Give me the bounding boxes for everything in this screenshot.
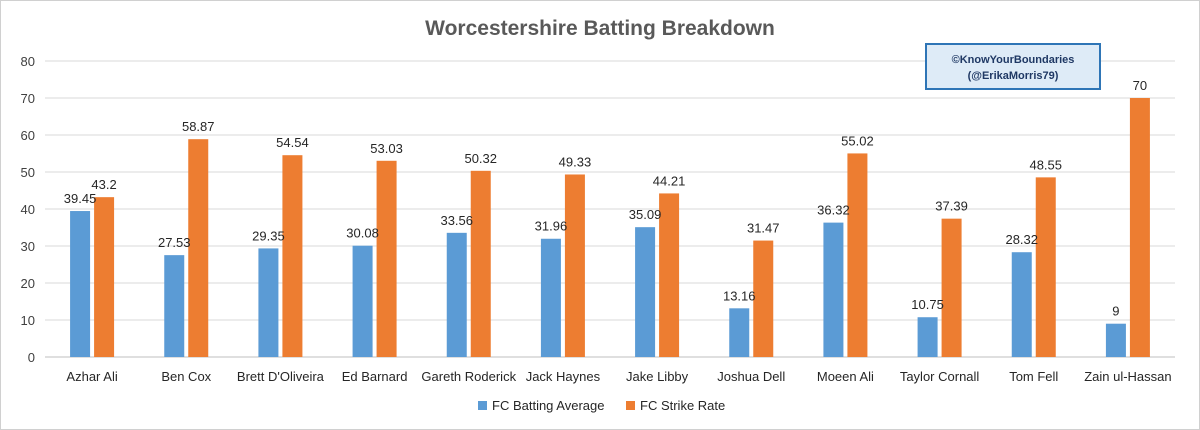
bar-batting-average [352,245,373,357]
data-label-batting-average: 33.56 [440,213,473,228]
x-axis: Azhar Ali Ben Cox Brett D'Oliveira Ed Barna… [66,369,1171,384]
bar-strike-rate [282,155,303,357]
credit-box [925,43,1101,90]
bar-batting-average [164,255,185,357]
data-label-batting-average: 9 [1112,304,1119,319]
x-tick-label: Ed Barnard [342,369,408,384]
y-tick-label: 20 [21,276,35,291]
bar-batting-average [1105,323,1126,357]
credit-line-2: (@ErikaMorris79) [968,70,1059,82]
data-label-strike-rate: 54.54 [276,135,309,150]
data-label-batting-average: 30.08 [346,226,379,241]
y-tick-label: 80 [21,54,35,69]
data-label-strike-rate: 53.03 [370,141,403,156]
bar-strike-rate [753,240,774,357]
data-label-strike-rate: 70 [1133,78,1147,93]
data-label-strike-rate: 44.21 [653,173,686,188]
data-label-batting-average: 36.32 [817,203,850,218]
y-tick-label: 0 [28,350,35,365]
bar-strike-rate [94,197,115,357]
data-label-strike-rate: 50.32 [464,151,497,166]
x-tick-label: Moeen Ali [817,369,874,384]
x-tick-label: Zain ul-Hassan [1084,369,1171,384]
data-label-strike-rate: 58.87 [182,119,215,134]
bar-batting-average [823,222,844,357]
bar-strike-rate [376,160,397,357]
bar-strike-rate [941,218,962,357]
bar-batting-average [917,317,938,357]
legend: FC Batting Average FC Strike Rate [478,398,725,413]
credit-line-1: ©KnowYourBoundaries [952,54,1075,66]
data-label-strike-rate: 37.39 [935,199,968,214]
legend-label-strike-rate: FC Strike Rate [640,398,725,413]
x-tick-label: Joshua Dell [717,369,785,384]
bar-strike-rate [470,170,491,357]
bar-strike-rate [188,139,209,357]
y-tick-label: 60 [21,128,35,143]
legend-swatch-batting-average [478,401,487,410]
x-tick-label: Azhar Ali [66,369,117,384]
bar-strike-rate [1129,98,1150,357]
data-label-batting-average: 29.35 [252,228,285,243]
legend-swatch-strike-rate [626,401,635,410]
data-label-batting-average: 10.75 [911,297,944,312]
bars [70,98,1150,357]
bar-strike-rate [1035,177,1056,357]
data-label-strike-rate: 49.33 [559,154,592,169]
x-tick-label: Tom Fell [1009,369,1058,384]
y-tick-label: 40 [21,202,35,217]
data-label-strike-rate: 55.02 [841,133,874,148]
data-label-batting-average: 13.16 [723,288,756,303]
data-label-batting-average: 35.09 [629,207,662,222]
bar-batting-average [540,238,561,357]
chart-title: Worcestershire Batting Breakdown [425,17,775,40]
x-tick-label: Gareth Roderick [421,369,516,384]
data-label-batting-average: 39.45 [64,191,97,206]
x-tick-label: Taylor Cornall [900,369,980,384]
gridlines [45,60,1175,358]
y-tick-label: 50 [21,165,35,180]
x-tick-label: Jack Haynes [526,369,601,384]
data-label-batting-average: 28.32 [1005,232,1038,247]
x-tick-label: Brett D'Oliveira [237,369,325,384]
data-label-batting-average: 31.96 [535,219,568,234]
x-tick-label: Jake Libby [626,369,689,384]
bar-strike-rate [564,174,585,357]
data-label-strike-rate: 48.55 [1029,157,1062,172]
data-label-strike-rate: 31.47 [747,221,780,236]
bar-batting-average [70,211,91,357]
credit-annotation: ©KnowYourBoundaries (@ErikaMorris79) [925,43,1101,90]
legend-label-batting-average: FC Batting Average [492,398,605,413]
data-label-batting-average: 27.53 [158,235,191,250]
bar-strike-rate [659,193,680,357]
y-axis: 0 10 20 30 40 50 60 70 80 [21,54,35,365]
bar-batting-average [635,227,656,357]
y-tick-label: 30 [21,239,35,254]
bar-batting-average [1011,252,1032,357]
bar-batting-average [258,248,279,357]
bar-batting-average [729,308,750,357]
y-tick-label: 70 [21,91,35,106]
data-label-strike-rate: 43.2 [91,177,116,192]
y-tick-label: 10 [21,313,35,328]
bar-batting-average [446,232,467,357]
bar-strike-rate [847,153,868,357]
x-tick-label: Ben Cox [161,369,211,384]
